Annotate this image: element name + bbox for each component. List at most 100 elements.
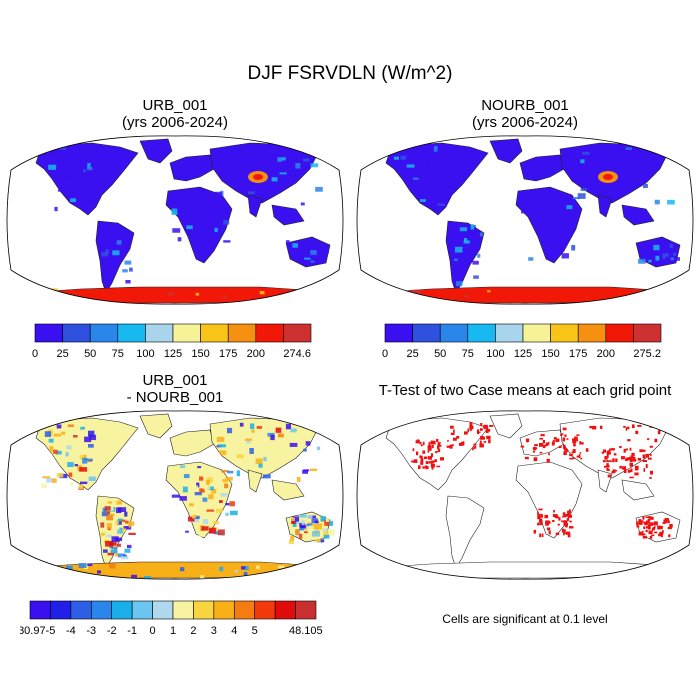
- colorbar-swatch: [152, 600, 174, 620]
- colorbar-swatch: [145, 323, 174, 343]
- colorbar-label: 0: [150, 625, 156, 637]
- continent-northAmerica: [35, 142, 139, 216]
- colorbar-label: 5: [252, 625, 258, 637]
- continent-africa: [515, 461, 583, 539]
- colorbar-swatch: [89, 323, 119, 343]
- panel-title-urb-line1: URB_001: [142, 97, 208, 114]
- colorbar-urb: 0 25 50 75 100 125 150 175 200 274.6: [32, 323, 312, 360]
- colorbar-swatch: [495, 323, 524, 343]
- colorbar-swatch: [117, 323, 146, 343]
- colorbar-label: 200: [597, 348, 615, 360]
- colorbar-swatch: [111, 600, 133, 620]
- colorbar-label: 25: [406, 348, 418, 360]
- field-texture: [41, 421, 335, 580]
- colorbar-label: 1: [170, 625, 176, 637]
- colorbar-diff: -30.97-5 -4 -3 -2 -1 0 1 2 3 4 5 48.105: [20, 600, 323, 637]
- continent-india: [247, 194, 263, 218]
- continent-greenland: [489, 138, 523, 164]
- colorbar-label: 175: [569, 348, 587, 360]
- continent-europe: [169, 154, 215, 182]
- significance-note: Cells are significant at 0.1 level: [442, 612, 608, 626]
- significant-cells: [411, 422, 673, 539]
- continent-greenland: [139, 413, 173, 439]
- continent-northAmerica: [35, 417, 139, 491]
- colorbar-label: -1: [127, 625, 137, 637]
- colorbar-swatch: [227, 323, 257, 343]
- colorbar-swatch: [283, 323, 312, 343]
- colorbar-label: 0: [32, 348, 38, 360]
- colorbar-label: 100: [136, 348, 154, 360]
- panel-title-nourb: NOURB_001 (yrs 2006-2024): [355, 97, 695, 131]
- colorbar-swatch: [62, 323, 91, 343]
- colorbar-label: 275.2: [633, 348, 661, 360]
- continent-southAmerica: [445, 495, 485, 569]
- colorbar-swatch: [172, 323, 201, 343]
- colorbar-swatch: [633, 323, 662, 343]
- map-panel-diff: [6, 410, 344, 580]
- panel-title-urb-line2: (yrs 2006-2024): [122, 114, 228, 131]
- globe-frame: [6, 410, 344, 580]
- map-panel-urb: [6, 135, 344, 305]
- field-texture: [48, 147, 332, 305]
- colorbar-label: 200: [247, 348, 265, 360]
- map-panel-nourb: [356, 135, 694, 305]
- panel-title-nourb-line2: (yrs 2006-2024): [472, 114, 578, 131]
- colorbar-label: 125: [514, 348, 532, 360]
- colorbar-swatch: [274, 600, 296, 620]
- panel-title-ttest: T-Test of two Case means at each grid po…: [355, 382, 695, 399]
- colorbar-swatch: [467, 323, 496, 343]
- colorbar-swatch: [384, 323, 413, 343]
- continent-europe: [169, 429, 215, 457]
- map-panel-ttest: [356, 410, 694, 580]
- colorbar-label: -30.97: [20, 625, 46, 637]
- continent-india: [597, 194, 613, 218]
- colorbar-label: -3: [86, 625, 96, 637]
- colorbar-swatch: [213, 600, 235, 620]
- colorbar-label: 0: [382, 348, 388, 360]
- figure-title: DJF FSRVDLN (W/m^2): [247, 63, 453, 84]
- colorbar-label: 274.6: [283, 348, 311, 360]
- colorbar-nourb: 0 25 50 75 100 125 150 175 200 275.2: [382, 323, 662, 360]
- colorbar-label: 25: [56, 348, 68, 360]
- continent-greenland: [139, 138, 173, 164]
- globe-frame: [6, 135, 344, 305]
- colorbar-swatch: [254, 600, 276, 620]
- globe-frame: [356, 410, 694, 580]
- continent-seAsia: [621, 204, 655, 226]
- colorbar-swatch: [577, 323, 607, 343]
- colorbar-label: 2: [190, 625, 196, 637]
- colorbar-label: -2: [107, 625, 117, 637]
- panel-title-diff: URB_001 - NOURB_001: [5, 372, 345, 406]
- colorbar-swatch: [193, 600, 215, 620]
- colorbar-swatch: [131, 600, 153, 620]
- panel-title-nourb-line1: NOURB_001: [481, 97, 569, 114]
- colorbar-swatch: [522, 323, 551, 343]
- colorbar-swatch: [550, 323, 579, 343]
- colorbar-label: 50: [84, 348, 96, 360]
- continent-northAmerica: [385, 417, 489, 491]
- colorbar-label: 150: [191, 348, 209, 360]
- continent-seAsia: [271, 204, 305, 226]
- continent-europe: [519, 154, 565, 182]
- colorbar-label: 48.105: [289, 625, 323, 637]
- colorbar-swatch: [605, 323, 634, 343]
- colorbar-swatch: [412, 323, 441, 343]
- colorbar-label: 100: [486, 348, 504, 360]
- colorbar-label: 175: [219, 348, 237, 360]
- colorbar-swatch: [90, 600, 113, 620]
- colorbar-swatch: [255, 323, 284, 343]
- colorbar-swatch: [439, 323, 469, 343]
- colorbar-label: 50: [434, 348, 446, 360]
- globe-frame: [356, 135, 694, 305]
- panel-title-diff-line2: - NOURB_001: [126, 389, 224, 406]
- colorbar-swatch: [50, 600, 72, 620]
- colorbar-label: 75: [112, 348, 124, 360]
- colorbar-swatch: [200, 323, 229, 343]
- colorbar-swatch: [70, 600, 92, 620]
- continent-southAmerica: [95, 220, 135, 294]
- colorbar-label: 3: [211, 625, 217, 637]
- colorbar-swatch: [29, 600, 51, 620]
- panel-title-ttest-line1: T-Test of two Case means at each grid po…: [378, 382, 672, 399]
- continent-greenland: [489, 413, 523, 439]
- colorbar-label: 4: [231, 625, 237, 637]
